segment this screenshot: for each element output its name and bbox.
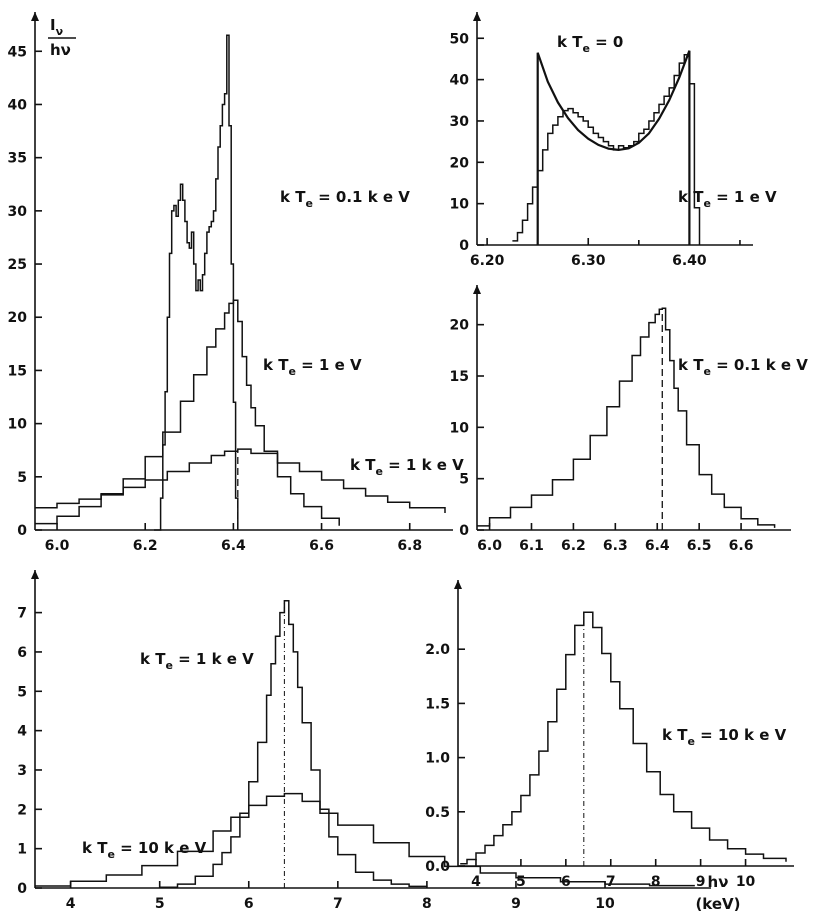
x-axis-label: hν xyxy=(708,873,729,891)
y-tick-label: 1.0 xyxy=(425,751,450,767)
x-tick-label: 7 xyxy=(606,874,616,890)
y-tick-label: 25 xyxy=(8,257,27,273)
series-label: k Te = 0 xyxy=(557,33,623,55)
x-tick-label: 4 xyxy=(66,896,76,912)
y-tick-label: 0.5 xyxy=(425,805,450,821)
x-tick-label: 7 xyxy=(333,896,343,912)
y-tick-label: 40 xyxy=(8,97,28,113)
y-tick-label: 3 xyxy=(17,763,27,779)
x-tick-label: 6.6 xyxy=(309,538,334,554)
y-tick-label: 1.5 xyxy=(425,696,450,712)
series-line-kt-e-10-kev xyxy=(460,611,787,865)
y-tick-label: 10 xyxy=(8,417,28,433)
x-tick-label: 5 xyxy=(516,874,526,890)
y-tick-label: 0 xyxy=(17,881,27,897)
y-tick-label: 2.0 xyxy=(425,642,450,658)
series-label: k Te = 1 k e V xyxy=(140,650,254,672)
y-tick-label: 10 xyxy=(450,420,470,436)
y-axis-label-denominator: hν xyxy=(50,41,71,59)
y-tick-label: 20 xyxy=(450,155,470,171)
series-line-kt-e-0-1-kev xyxy=(477,307,776,528)
y-tick-label: 40 xyxy=(450,73,470,89)
y-tick-label: 20 xyxy=(8,310,28,326)
y-tick-label: 5 xyxy=(459,472,469,488)
y-tick-label: 6 xyxy=(17,645,27,661)
y-tick-label: 0 xyxy=(17,523,27,539)
x-tick-label: 6.1 xyxy=(519,538,544,554)
x-tick-label: 6.3 xyxy=(603,538,628,554)
y-tick-label: 0 xyxy=(459,238,469,254)
x-tick-label: 6.6 xyxy=(729,538,754,554)
y-tick-label: 45 xyxy=(8,44,27,60)
series-line-kt-e-0-1-kev xyxy=(35,299,340,526)
panel-p2: 0 10 20 30 40 50 6.20 6.30 6.40 k Te = 1 e V k Te … xyxy=(450,12,777,269)
y-axis-arrow xyxy=(473,285,481,294)
panel-p1: 0 5 10 15 20 25 30 35 40 45 6.0 6.2 6.4 6.6 6.8 k Te = … xyxy=(8,12,464,554)
x-tick-label: 4 xyxy=(471,874,481,890)
x-tick-label: 6.0 xyxy=(477,538,502,554)
x-tick-label: 6.4 xyxy=(645,538,670,554)
x-tick-label: 6.2 xyxy=(561,538,586,554)
y-axis-arrow xyxy=(473,12,481,21)
y-tick-label: 2 xyxy=(17,802,27,818)
y-tick-label: 15 xyxy=(8,363,27,379)
x-tick-label: 6.0 xyxy=(45,538,70,554)
y-tick-label: 0 xyxy=(459,523,469,539)
x-tick-label: 5 xyxy=(155,896,165,912)
panel-p4: 0 1 2 3 4 5 6 7 4 5 6 7 8 9 10 k Te = 1 k e V k Te = 10 … xyxy=(17,570,741,913)
x-tick-label: 6.5 xyxy=(687,538,712,554)
y-tick-label: 7 xyxy=(17,606,27,622)
y-tick-label: 50 xyxy=(450,31,470,47)
series-label: k Te = 10 k e V xyxy=(82,839,207,861)
series-label: k Te = 1 e V xyxy=(263,356,362,378)
y-tick-label: 30 xyxy=(450,114,470,130)
x-tick-label: 6.2 xyxy=(133,538,158,554)
series-label: k Te = 0.1 k e V xyxy=(280,188,410,210)
y-tick-label: 1 xyxy=(17,842,27,858)
y-tick-label: 20 xyxy=(450,318,470,334)
series-label: k Te = 10 k e V xyxy=(662,726,787,748)
y-tick-label: 30 xyxy=(8,204,28,220)
series-label: k Te = 0.1 k e V xyxy=(678,356,808,378)
y-axis-arrow xyxy=(31,12,39,21)
x-tick-label: 10 xyxy=(595,896,615,912)
y-tick-label: 15 xyxy=(450,369,469,385)
x-axis-unit: (keV) xyxy=(695,895,740,913)
x-tick-label: 6.20 xyxy=(470,253,505,269)
x-tick-label: 8 xyxy=(651,874,661,890)
y-tick-label: 10 xyxy=(450,197,470,213)
x-tick-label: 6 xyxy=(561,874,571,890)
x-tick-label: 9 xyxy=(511,896,521,912)
series-label: k Te = 1 e V xyxy=(678,188,777,210)
series-label: k Te = 1 k e V xyxy=(350,456,464,478)
x-tick-label: 9 xyxy=(696,874,706,890)
x-tick-label: 6 xyxy=(244,896,254,912)
x-tick-label: 10 xyxy=(736,874,756,890)
series-line-kt-e-1-ev xyxy=(154,34,239,531)
x-tick-label: 6.8 xyxy=(397,538,422,554)
series-line-kt-e-0 xyxy=(536,50,691,245)
x-tick-label: 6.30 xyxy=(571,253,606,269)
x-tick-label: 6.40 xyxy=(672,253,707,269)
y-axis-arrow xyxy=(31,570,39,579)
panel-p3: 0 5 10 15 20 6.0 6.1 6.2 6.3 6.4 6.5 6.6 k Te = 0.1 … xyxy=(450,285,808,554)
series-line-kt-e-1-ev xyxy=(512,54,701,245)
y-tick-label: 4 xyxy=(17,724,27,740)
y-axis-label-numerator: Iν xyxy=(50,16,63,38)
y-tick-label: 5 xyxy=(17,470,27,486)
y-tick-label: 0.0 xyxy=(425,859,450,875)
series-line-kt-e-10-kev xyxy=(35,792,695,887)
x-tick-label: 8 xyxy=(422,896,432,912)
y-tick-label: 35 xyxy=(8,151,27,167)
x-tick-label: 6.4 xyxy=(221,538,246,554)
panel-p5: 0.0 0.5 1.0 1.5 2.0 4 5 6 7 8 9 10 k Te = 10 k e V xyxy=(425,580,794,890)
y-axis-arrow xyxy=(454,580,462,589)
series-line-kt-e-1-kev xyxy=(159,600,428,888)
y-tick-label: 5 xyxy=(17,684,27,700)
